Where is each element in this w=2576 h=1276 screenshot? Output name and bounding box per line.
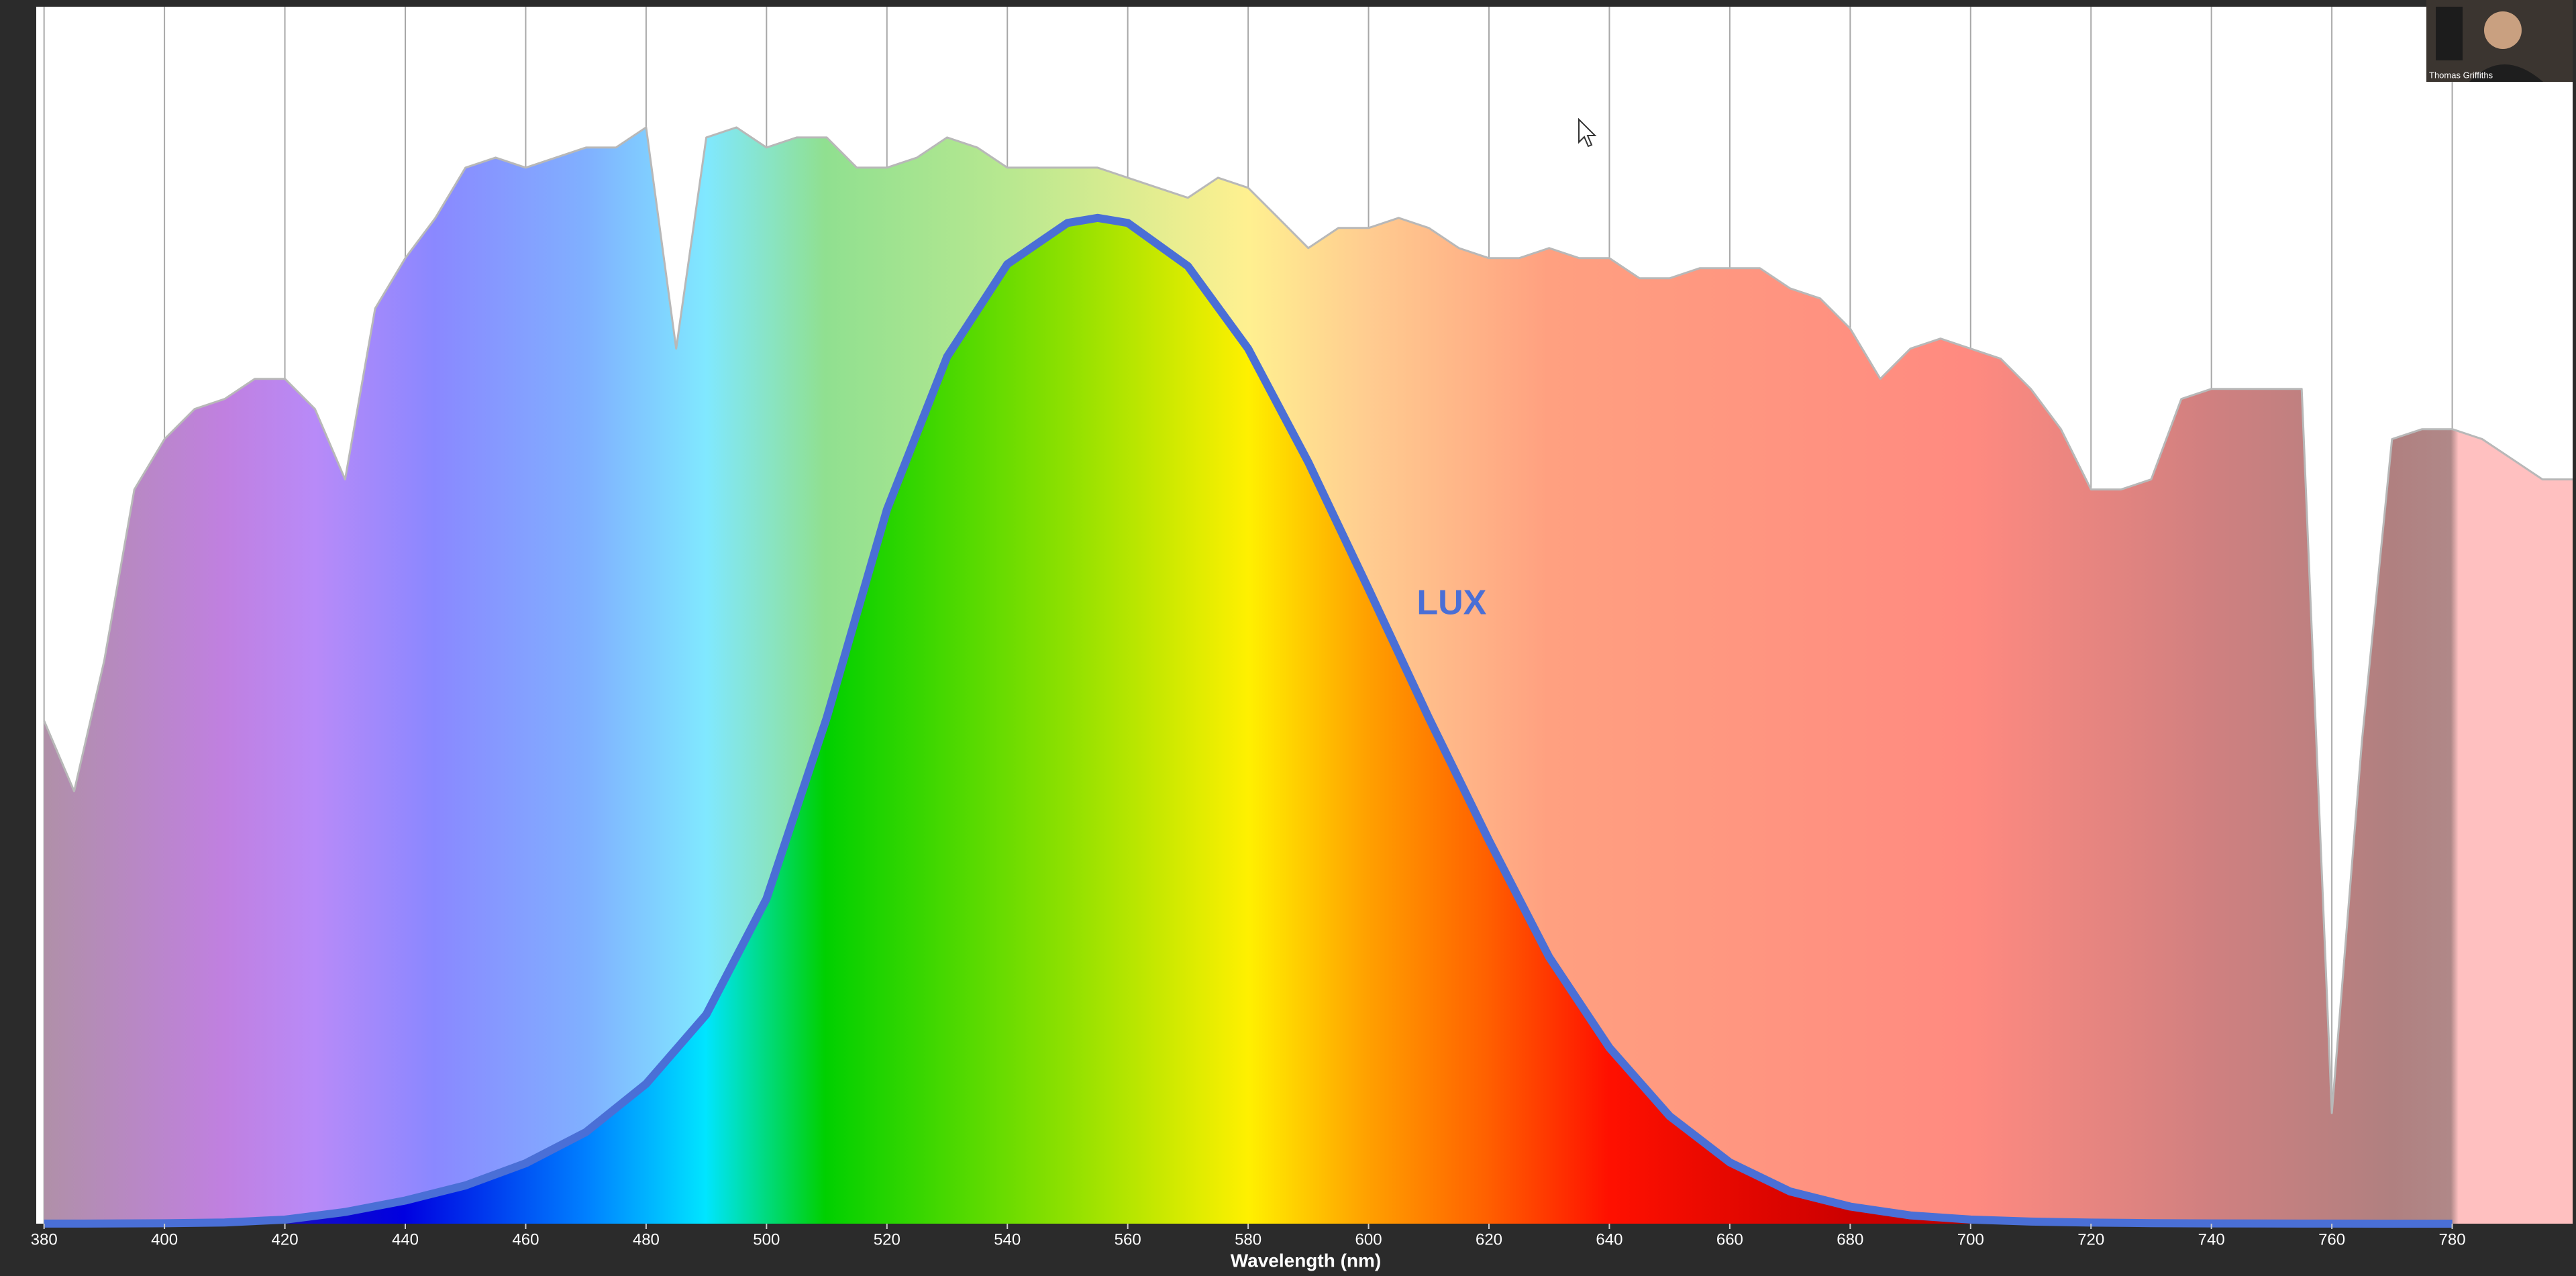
x-tick-label: 680 — [1837, 1230, 1863, 1248]
x-tick-label: 660 — [1716, 1230, 1743, 1248]
presenter-name: Thomas Griffiths — [2429, 70, 2493, 80]
x-tick-label: 640 — [1596, 1230, 1622, 1248]
x-tick-label: 780 — [2439, 1230, 2466, 1248]
x-tick-label: 400 — [151, 1230, 178, 1248]
x-tick-label: 440 — [392, 1230, 419, 1248]
x-axis-label: Wavelength (nm) — [1231, 1250, 1382, 1271]
x-tick-label: 700 — [1957, 1230, 1984, 1248]
x-tick-label: 540 — [994, 1230, 1021, 1248]
x-tick-label: 500 — [753, 1230, 780, 1248]
x-tick-label: 420 — [272, 1230, 299, 1248]
x-tick-label: 380 — [31, 1230, 58, 1248]
x-tick-label: 460 — [512, 1230, 539, 1248]
x-tick-label: 600 — [1355, 1230, 1382, 1248]
spectrum-line — [44, 213, 2453, 1228]
webcam-background — [2436, 7, 2463, 60]
webcam-face — [2484, 11, 2522, 49]
spectrum-area — [44, 217, 2453, 1224]
x-tick-label: 560 — [1115, 1230, 1141, 1248]
mouse-cursor — [1578, 117, 1597, 148]
x-tick-label: 620 — [1476, 1230, 1502, 1248]
series-label: LUX — [1416, 584, 1486, 623]
x-tick-label: 760 — [2318, 1230, 2345, 1248]
x-tick-label: 580 — [1235, 1230, 1261, 1248]
x-tick-label: 480 — [633, 1230, 660, 1248]
x-tick-label: 740 — [2198, 1230, 2225, 1248]
x-tick-label: 720 — [2077, 1230, 2104, 1248]
webcam: Thomas Griffiths — [2426, 0, 2573, 82]
x-tick-label: 520 — [874, 1230, 900, 1248]
webcam-body — [2469, 64, 2543, 82]
spectrum-line — [43, 126, 2573, 1114]
